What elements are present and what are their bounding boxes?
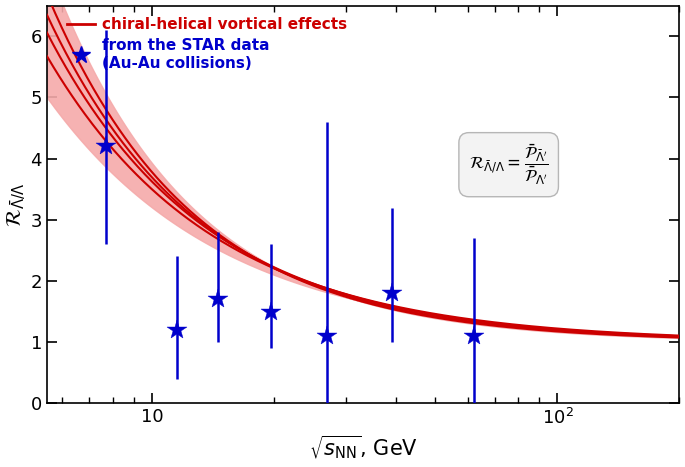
Text: $\mathcal{R}_{\bar{\Lambda}/\Lambda} = \dfrac{\bar{\mathcal{P}}_{\bar{\Lambda}'}: $\mathcal{R}_{\bar{\Lambda}/\Lambda} = \… [469,142,549,187]
X-axis label: $\sqrt{s_{\mathrm{NN}}}$, GeV: $\sqrt{s_{\mathrm{NN}}}$, GeV [309,434,418,461]
Y-axis label: $\mathcal{R}_{\bar{\Lambda}/\Lambda}$: $\mathcal{R}_{\bar{\Lambda}/\Lambda}$ [5,182,28,227]
Legend: chiral-helical vortical effects, from the STAR data
(Au-Au collisions): chiral-helical vortical effects, from th… [67,17,347,71]
